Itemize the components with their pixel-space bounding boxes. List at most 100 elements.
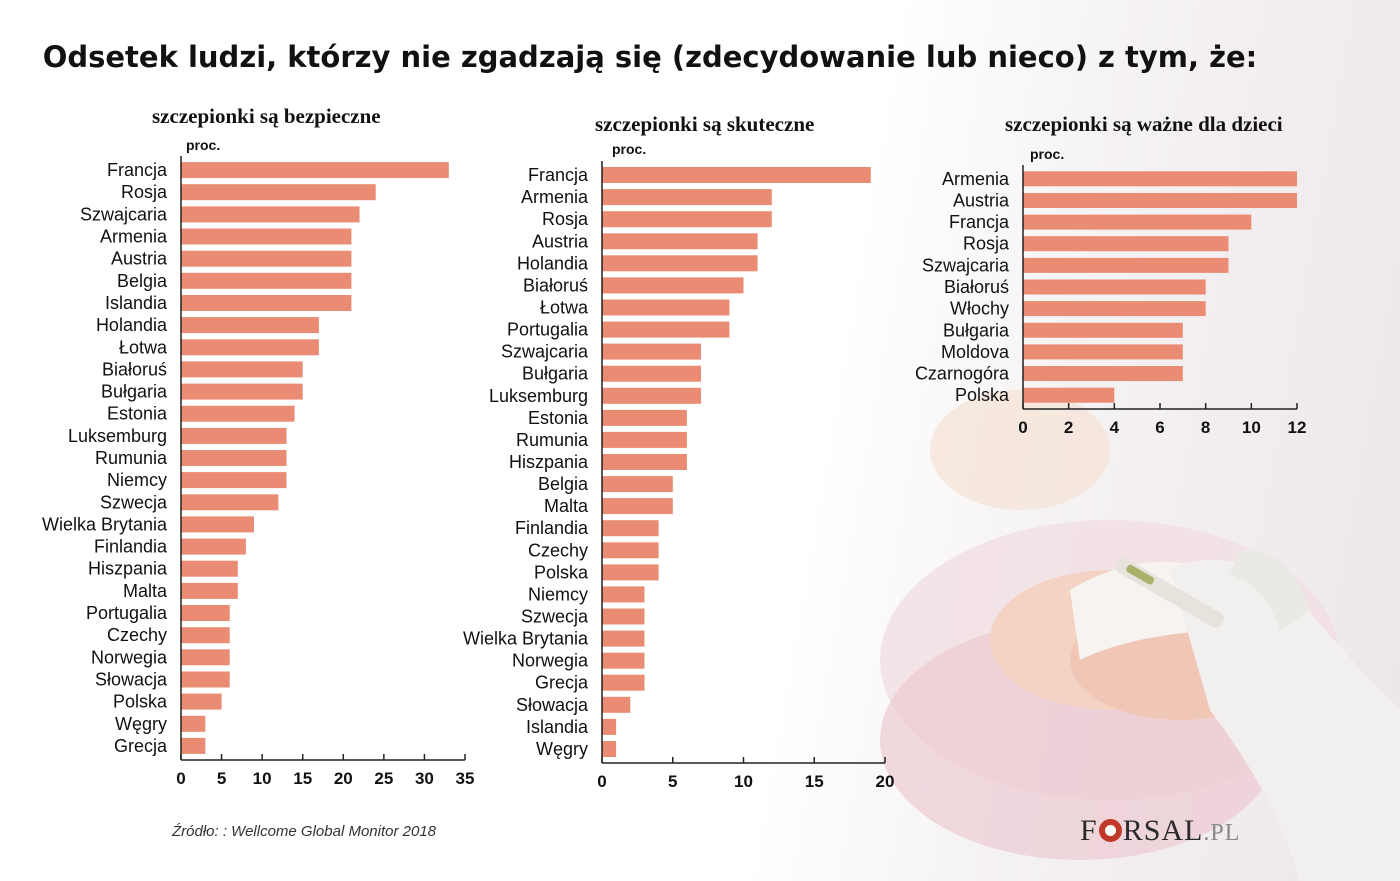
bar-0-13 xyxy=(181,450,287,466)
bar-1-15 xyxy=(602,498,673,515)
category-label: Bułgaria xyxy=(943,320,1010,340)
bar-0-12 xyxy=(181,427,287,444)
bar-0-5 xyxy=(181,272,352,289)
bar-0-7 xyxy=(181,317,319,334)
category-label: Czechy xyxy=(528,540,588,560)
category-label: Norwegia xyxy=(91,647,168,667)
x-tick-label: 8 xyxy=(1201,418,1210,437)
category-label: Austria xyxy=(532,231,589,251)
logo-tld: .PL xyxy=(1203,820,1241,846)
category-label: Malta xyxy=(123,581,168,601)
bar-1-17 xyxy=(602,542,659,559)
chart-title: szczepionki są ważne dla dzieci xyxy=(1005,112,1283,136)
category-label: Rumunia xyxy=(95,448,168,468)
category-label: Estonia xyxy=(528,408,589,428)
x-tick-label: 10 xyxy=(253,769,272,788)
category-label: Łotwa xyxy=(119,337,168,357)
bar-0-20 xyxy=(181,605,230,621)
bar-1-0 xyxy=(602,167,871,183)
x-tick-label: 35 xyxy=(456,769,475,788)
category-label: Austria xyxy=(953,191,1010,211)
x-tick-label: 0 xyxy=(176,769,185,788)
bar-0-9 xyxy=(181,361,303,378)
category-label: Szwajcaria xyxy=(501,342,589,362)
forsal-logo: F RSAL.PL xyxy=(1080,814,1240,848)
bar-0-16 xyxy=(181,516,254,533)
bar-0-23 xyxy=(181,671,230,688)
category-label: Finlandia xyxy=(94,537,168,557)
category-label: Polska xyxy=(113,692,168,712)
category-label: Francja xyxy=(528,165,589,185)
bar-1-24 xyxy=(602,696,631,713)
bar-0-26 xyxy=(181,737,206,754)
bar-1-18 xyxy=(602,564,659,581)
category-label: Islandia xyxy=(526,717,589,737)
x-tick-label: 20 xyxy=(876,772,895,791)
bar-1-6 xyxy=(602,299,730,316)
category-label: Wielka Brytania xyxy=(463,629,589,649)
category-label: Szwecja xyxy=(521,607,589,627)
bar-1-3 xyxy=(602,233,758,250)
logo-o-icon xyxy=(1098,819,1122,842)
category-label: Białoruś xyxy=(944,277,1009,297)
bar-1-20 xyxy=(602,608,645,625)
category-label: Bułgaria xyxy=(522,364,589,384)
category-label: Włochy xyxy=(950,299,1009,319)
category-label: Francja xyxy=(949,212,1010,232)
main-title: Odsetek ludzi, którzy nie zgadzają się (… xyxy=(42,40,1258,74)
x-tick-label: 5 xyxy=(668,772,677,791)
bar-0-2 xyxy=(181,206,360,223)
bar-0-0 xyxy=(181,162,449,179)
category-label: Szwajcaria xyxy=(80,204,168,224)
bar-1-22 xyxy=(602,652,645,669)
bar-0-17 xyxy=(181,538,246,555)
bar-1-1 xyxy=(602,189,772,206)
bar-1-13 xyxy=(602,454,687,470)
x-tick-label: 12 xyxy=(1288,418,1307,437)
source-note: Źródło: : Wellcome Global Monitor 2018 xyxy=(172,823,437,840)
bar-1-2 xyxy=(602,211,772,228)
logo-part2: RSAL xyxy=(1122,814,1204,847)
category-label: Węgry xyxy=(115,714,167,734)
bar-0-8 xyxy=(181,339,319,356)
bar-1-8 xyxy=(602,343,701,360)
bar-1-25 xyxy=(602,718,617,735)
category-label: Rosja xyxy=(121,182,168,202)
bar-0-24 xyxy=(181,693,222,710)
x-tick-label: 10 xyxy=(734,772,753,791)
bar-0-1 xyxy=(181,184,376,201)
category-label: Łotwa xyxy=(540,298,589,318)
bar-0-11 xyxy=(181,405,295,422)
bar-2-5 xyxy=(1023,279,1206,295)
bar-1-21 xyxy=(602,630,645,647)
category-label: Białoruś xyxy=(102,359,167,379)
logo-part1: F xyxy=(1080,814,1098,847)
bar-2-0 xyxy=(1023,171,1297,187)
category-label: Czechy xyxy=(107,625,167,645)
x-tick-label: 30 xyxy=(415,769,434,788)
bar-0-6 xyxy=(181,295,352,311)
category-label: Bułgaria xyxy=(101,382,168,402)
bar-1-23 xyxy=(602,674,645,691)
bar-2-1 xyxy=(1023,193,1297,208)
category-label: Holandia xyxy=(517,253,589,273)
bar-1-14 xyxy=(602,476,673,493)
x-tick-label: 4 xyxy=(1110,418,1120,437)
category-label: Rosja xyxy=(542,209,589,229)
category-label: Luksemburg xyxy=(489,386,588,406)
category-label: Grecja xyxy=(114,736,168,756)
bar-2-6 xyxy=(1023,301,1206,317)
bar-0-14 xyxy=(181,472,287,489)
bar-0-22 xyxy=(181,649,230,666)
x-tick-label: 6 xyxy=(1155,418,1164,437)
category-label: Armenia xyxy=(521,187,589,207)
category-label: Węgry xyxy=(536,739,588,759)
x-tick-label: 5 xyxy=(217,769,226,788)
bar-0-10 xyxy=(181,383,303,400)
bar-0-4 xyxy=(181,250,352,267)
category-label: Francja xyxy=(107,160,168,180)
x-tick-label: 2 xyxy=(1064,418,1073,437)
bar-1-4 xyxy=(602,255,758,272)
